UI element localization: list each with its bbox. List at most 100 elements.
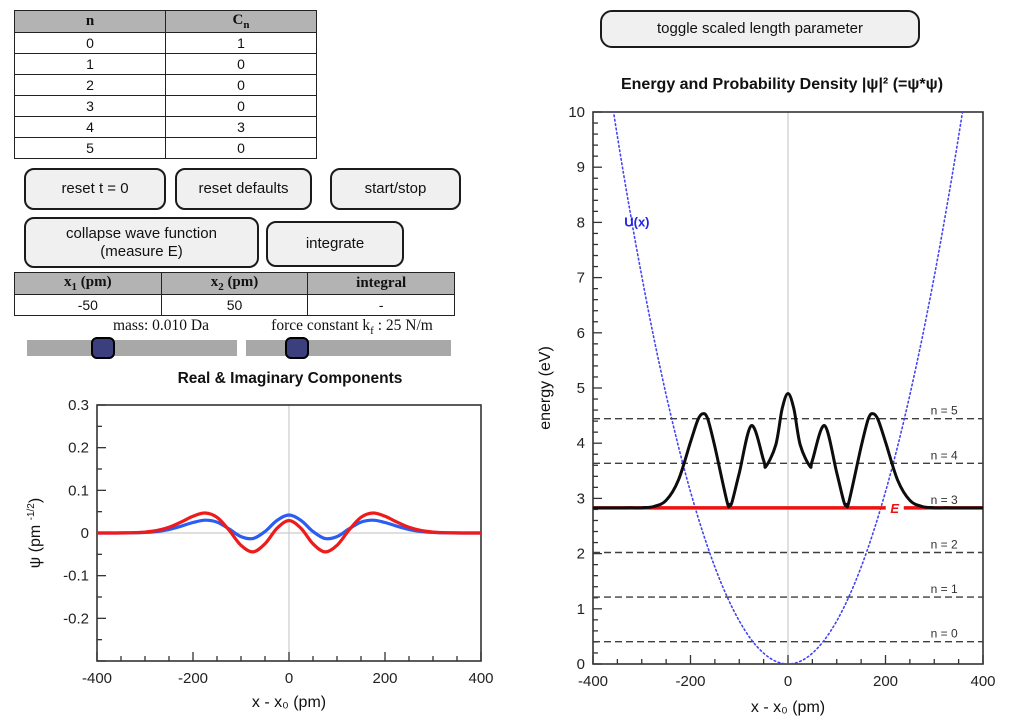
- potential-label: U(x): [624, 214, 649, 229]
- x-tick-label: 400: [970, 673, 995, 690]
- table-cell[interactable]: 0: [165, 74, 317, 96]
- y-tick-label: 3: [577, 490, 585, 507]
- x-tick-label: -400: [578, 673, 608, 690]
- integrate-button[interactable]: integrate: [266, 221, 404, 267]
- center-lines: [97, 405, 481, 661]
- real-imaginary-chart: -400 -200 0 200 400 0.3 0.2 0.1 0 -0.1 -0.2 x - x₀ …: [26, 397, 494, 711]
- collapse-button-line2: (measure E): [100, 242, 183, 260]
- energy-level-label: n = 4: [931, 448, 958, 462]
- reset-defaults-button[interactable]: reset defaults: [175, 168, 312, 210]
- y-tick-label: 5: [577, 380, 585, 397]
- table-cell[interactable]: 0: [165, 137, 317, 159]
- y-axis-title: energy (eV): [537, 346, 554, 430]
- energy-label-backing: [885, 499, 904, 516]
- force-slider-thumb[interactable]: [285, 337, 310, 359]
- probability-density-curve: [593, 392, 983, 510]
- energy-level-label: n = 1: [931, 582, 958, 596]
- energy-level-label: n = 3: [931, 493, 958, 507]
- energy-level-label: n = 5: [931, 404, 958, 418]
- x-axis-title: x - x₀ (pm): [751, 699, 825, 716]
- potential-curve: [612, 112, 964, 664]
- table-cell[interactable]: -50: [14, 294, 162, 316]
- reset-defaults-button-label: reset defaults: [198, 180, 289, 197]
- x-tick-label: 0: [784, 673, 792, 690]
- y-tick-label: 2: [577, 546, 585, 563]
- real-component: [97, 511, 481, 554]
- mass-slider-track[interactable]: [27, 337, 237, 359]
- y-tick-label: 10: [568, 104, 585, 121]
- y-tick-label: -0.2: [63, 610, 89, 627]
- integrate-button-label: integrate: [305, 235, 365, 252]
- table-cell[interactable]: 3: [165, 116, 317, 138]
- table-cell: 5: [14, 137, 166, 159]
- x-tick-label: 200: [372, 670, 397, 687]
- y-tick-label: 8: [577, 214, 585, 231]
- left-chart-title: Real & Imaginary Components: [177, 370, 403, 387]
- x-axis-title: x - x₀ (pm): [252, 694, 326, 711]
- table-cell: -: [307, 294, 455, 316]
- table-cell: 2: [14, 74, 166, 96]
- x-tick-label: -200: [675, 673, 705, 690]
- column-header: Cn: [165, 10, 317, 33]
- column-header: x1 (pm): [14, 272, 162, 295]
- energy-level-label: n = 0: [931, 627, 958, 641]
- y-tick-label: 0.2: [68, 440, 89, 457]
- y-tick-labels: 0.3 0.2 0.1 0 -0.1 -0.2: [63, 397, 89, 627]
- axis-ticks: [592, 111, 984, 665]
- reset-t-button[interactable]: reset t = 0: [24, 168, 166, 210]
- y-tick-label: 9: [577, 159, 585, 176]
- mass-slider-thumb[interactable]: [90, 337, 115, 359]
- x-tick-label: 0: [285, 670, 293, 687]
- x-tick-label: -400: [82, 670, 112, 687]
- y-tick-label: 0.3: [68, 397, 89, 414]
- x-tick-label: 200: [873, 673, 898, 690]
- collapse-wave-function-button[interactable]: collapse wave function (measure E): [24, 217, 259, 268]
- energy-probability-chart: -400 -200 0 200 400 0 1 2 3 4 5 6 7 8 9 10 n = 0 n = 1 n =…: [537, 104, 996, 716]
- energy-level-label: n = 2: [931, 537, 958, 551]
- table-row: -50 50-: [14, 294, 455, 316]
- coefficient-table: n Cn 0 1 1 0 2 0 3 0 4 3 5 0: [14, 10, 317, 159]
- column-header: x2 (pm): [160, 272, 309, 295]
- table-cell: 4: [14, 116, 166, 138]
- x-tick-label: -200: [178, 670, 208, 687]
- table-cell: 3: [14, 95, 166, 117]
- force-slider-track[interactable]: [246, 337, 451, 359]
- table-cell: 1: [14, 53, 166, 75]
- table-cell[interactable]: 0: [165, 53, 317, 75]
- y-tick-label: 1: [577, 601, 585, 618]
- start-stop-button[interactable]: start/stop: [330, 168, 461, 210]
- x-tick-labels: -400 -200 0 200 400: [578, 673, 996, 690]
- y-tick-label: 6: [577, 325, 585, 342]
- energy-label: E: [890, 501, 899, 516]
- toggle-scaled-length-label: toggle scaled length parameter: [657, 20, 863, 37]
- start-stop-button-label: start/stop: [364, 180, 427, 197]
- right-chart-title: Energy and Probability Density |ψ|² (=ψ*…: [620, 76, 944, 93]
- toggle-scaled-length-button[interactable]: toggle scaled length parameter: [600, 10, 920, 48]
- axis-ticks: [96, 404, 482, 662]
- x-tick-labels: -400 -200 0 200 400: [82, 670, 494, 687]
- table-cell[interactable]: 0: [165, 95, 317, 117]
- y-tick-label: 0: [577, 656, 585, 673]
- x-tick-label: 400: [468, 670, 493, 687]
- y-tick-labels: 0 1 2 3 4 5 6 7 8 9 10: [568, 104, 585, 673]
- y-tick-label: 0.1: [68, 482, 89, 499]
- table-cell: 0: [14, 32, 166, 54]
- table-cell[interactable]: 1: [165, 32, 317, 54]
- force-constant-label: force constant kf : 25 N/m: [271, 317, 433, 338]
- collapse-button-line1: collapse wave function: [66, 224, 217, 242]
- mass-label: mass: 0.010 Da: [112, 317, 209, 334]
- y-axis-title: ψ (pm -1/2): [26, 498, 44, 568]
- y-tick-label: 0: [81, 525, 89, 542]
- reset-t-button-label: reset t = 0: [61, 180, 129, 197]
- y-tick-label: 4: [577, 435, 585, 452]
- column-header: integral: [307, 272, 455, 295]
- y-tick-label: -0.1: [63, 568, 89, 585]
- table-cell[interactable]: 50: [160, 294, 309, 316]
- column-header: n: [14, 10, 166, 33]
